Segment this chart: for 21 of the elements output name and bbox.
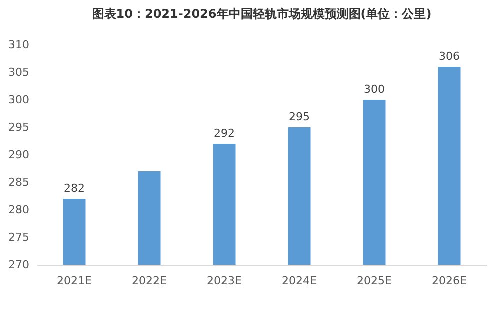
x-tick-label: 2021E	[57, 274, 92, 288]
y-tick-label: 295	[8, 121, 30, 134]
y-tick-label: 285	[8, 176, 30, 189]
data-label: 300	[364, 83, 385, 96]
chart-title: 图表10：2021-2026年中国轻轨市场规模预测图(单位：公里)	[92, 7, 432, 21]
y-tick-label: 300	[8, 94, 30, 106]
x-tick-label: 2024E	[282, 274, 318, 288]
y-tick-label: 305	[8, 66, 30, 79]
data-label: 295	[289, 110, 310, 124]
data-label: 306	[439, 50, 460, 63]
data-label: 282	[64, 182, 85, 195]
x-tick-label: 2023E	[207, 274, 242, 288]
y-tick-label: 275	[8, 231, 30, 244]
y-tick-label: 280	[8, 204, 30, 216]
x-tick-label: 2026E	[432, 274, 468, 288]
y-tick-label: 270	[8, 258, 30, 272]
data-label: 292	[214, 127, 235, 140]
y-tick-label: 290	[8, 148, 30, 162]
x-tick-label: 2022E	[132, 274, 168, 288]
y-tick-label: 310	[8, 38, 30, 52]
x-tick-label: 2025E	[357, 274, 392, 288]
